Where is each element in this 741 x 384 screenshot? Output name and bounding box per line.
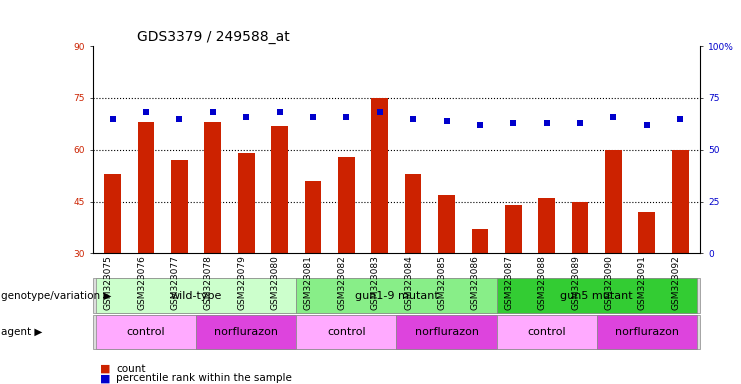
Text: norflurazon: norflurazon (214, 327, 278, 337)
Point (140, 109, 152, 116)
Bar (505, 205, 522, 253)
Text: wild-type: wild-type (170, 291, 222, 301)
Text: GSM323076: GSM323076 (137, 255, 146, 310)
Text: GSM323090: GSM323090 (605, 255, 614, 310)
Text: ■: ■ (100, 373, 110, 383)
Point (340, 114, 352, 120)
Bar (205, 122, 221, 253)
Bar (104, 174, 121, 253)
Text: GSM323089: GSM323089 (571, 255, 580, 310)
Bar (471, 229, 488, 253)
Point (541, 120, 553, 126)
Text: gun1-9 mutant: gun1-9 mutant (354, 291, 439, 301)
Point (674, 116, 686, 122)
Text: GSM323077: GSM323077 (170, 255, 179, 310)
Text: GSM323083: GSM323083 (370, 255, 379, 310)
Text: GSM323092: GSM323092 (671, 255, 680, 310)
Text: GSM323091: GSM323091 (638, 255, 647, 310)
Text: GSM323088: GSM323088 (538, 255, 547, 310)
Text: agent ▶: agent ▶ (1, 327, 43, 337)
Text: GSM323086: GSM323086 (471, 255, 480, 310)
Point (373, 109, 385, 116)
Bar (138, 122, 154, 253)
Text: GSM323081: GSM323081 (304, 255, 313, 310)
Text: GSM323087: GSM323087 (505, 255, 514, 310)
Bar (371, 98, 388, 253)
Bar (538, 198, 555, 253)
Bar (238, 153, 255, 253)
Text: norflurazon: norflurazon (615, 327, 679, 337)
Text: genotype/variation ▶: genotype/variation ▶ (1, 291, 112, 301)
Bar (338, 157, 355, 253)
Text: ■: ■ (100, 364, 110, 374)
Point (107, 116, 119, 122)
Point (240, 114, 252, 120)
Bar (605, 150, 622, 253)
Point (273, 109, 285, 116)
Text: GSM323078: GSM323078 (204, 255, 213, 310)
Text: control: control (327, 327, 365, 337)
Bar (305, 181, 322, 253)
Text: control: control (127, 327, 165, 337)
Bar (271, 126, 288, 253)
Text: GSM323084: GSM323084 (404, 255, 413, 310)
Point (207, 109, 219, 116)
Bar (171, 160, 187, 253)
Bar (672, 150, 688, 253)
Point (408, 116, 419, 122)
Text: control: control (528, 327, 566, 337)
Text: GSM323080: GSM323080 (270, 255, 279, 310)
Point (474, 122, 486, 128)
Point (173, 116, 185, 122)
Point (574, 120, 586, 126)
Text: GDS3379 / 249588_at: GDS3379 / 249588_at (137, 30, 290, 44)
Point (508, 120, 519, 126)
Text: GSM323082: GSM323082 (337, 255, 346, 310)
Point (441, 118, 453, 124)
Text: count: count (116, 364, 146, 374)
Text: GSM323085: GSM323085 (437, 255, 447, 310)
Point (641, 122, 653, 128)
Text: norflurazon: norflurazon (414, 327, 479, 337)
Bar (438, 195, 455, 253)
Text: percentile rank within the sample: percentile rank within the sample (116, 373, 292, 383)
Point (307, 114, 319, 120)
Text: gun5 mutant: gun5 mutant (560, 291, 633, 301)
Text: GSM323075: GSM323075 (104, 255, 113, 310)
Text: GSM323079: GSM323079 (237, 255, 246, 310)
Bar (639, 212, 655, 253)
Bar (572, 202, 588, 253)
Point (608, 114, 619, 120)
Bar (405, 174, 422, 253)
